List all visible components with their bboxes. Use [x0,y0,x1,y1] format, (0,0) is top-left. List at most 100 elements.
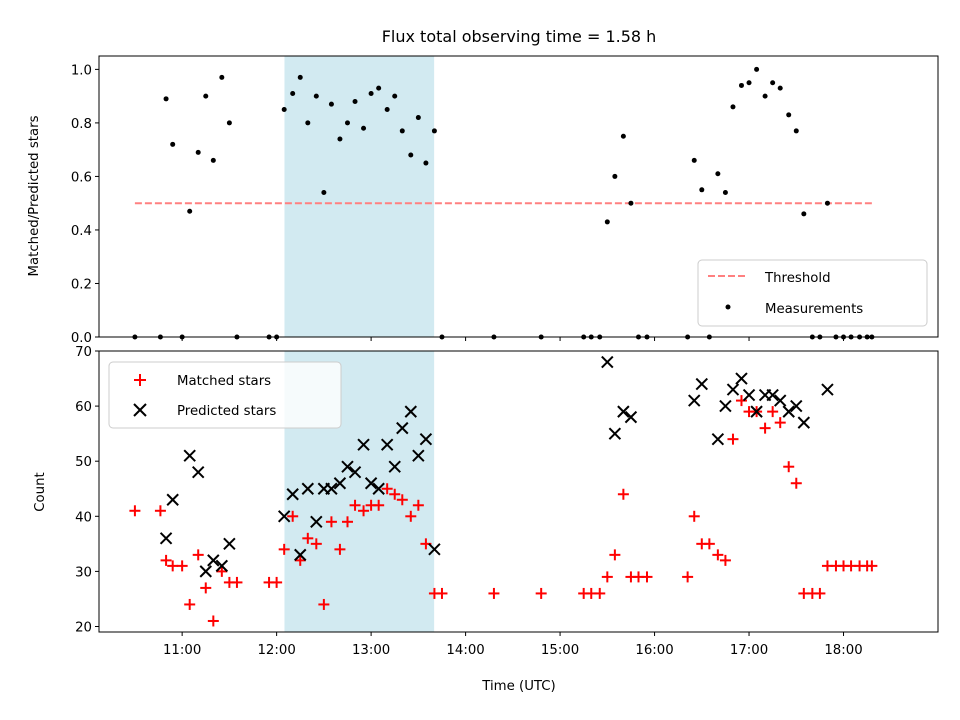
measurement-point [281,107,287,113]
predicted-star-point [742,388,756,402]
predicted-x-b [719,399,732,413]
predicted-x-b [688,394,701,407]
predicted-x-b [310,515,323,529]
matched-star-point [349,499,361,511]
matched-star-point [767,406,779,418]
measurement-point [170,141,176,147]
measurement-point [620,133,626,139]
measurement-point [423,160,429,166]
measurement-point [746,80,752,86]
predicted-star-point [601,355,614,369]
predicted-star-point [782,405,795,418]
measurement-point [777,85,783,91]
predicted-star-point [774,394,787,407]
y-tick-label: 0.2 [71,277,92,292]
x-tick-label: 14:00 [446,643,484,658]
legend-predicted-swatch [133,403,147,417]
y-tick-label: 0.6 [71,170,92,185]
measurement-point [628,200,634,206]
measurement-point [715,171,721,177]
predicted-star-point [191,466,205,479]
predicted-x-b [624,410,638,424]
predicted-star-point [695,377,709,391]
x-tick-label: 13:00 [352,643,390,658]
predicted-x-b [782,405,795,418]
predicted-x-b [325,482,338,495]
legend-predicted-label: Predicted stars [177,404,276,419]
predicted-star-point [166,493,179,506]
matched-star-point [167,560,179,572]
predicted-star-point [341,460,354,473]
measurement-point [163,96,169,102]
legend-measurements-swatch [725,304,731,310]
predicted-star-point [364,477,378,490]
matched-star-point [735,395,747,407]
top-legend-box [697,259,928,327]
predicted-x-b [301,482,315,495]
bottom-legend-box [108,361,342,429]
matched-star-point [790,477,802,489]
measurement-point [612,173,618,179]
predicted-star-point [821,383,834,396]
predicted-x-b [396,421,409,435]
matched-star-point [271,576,283,588]
matched-star-point [412,499,424,511]
x-tick-label: 17:00 [730,643,768,658]
predicted-x-b [790,399,803,413]
matched-star-point [759,422,771,434]
measurement-point [352,98,358,104]
x-tick-label: 11:00 [163,643,201,658]
top-y-axis-label: Matched/Predicted stars [27,115,42,276]
bottom-y-axis-label: Count [33,472,48,512]
y-tick-label: 20 [75,620,92,635]
ratio-panel: 0.0 0.2 0.4 0.6 0.8 1.0 Matched/Predicted sta… [27,55,939,346]
y-tick-label: 40 [75,510,92,525]
measurement-point [219,74,225,80]
matched-star-point [302,532,314,544]
predicted-star-point [428,543,441,556]
matched-star-point [358,505,370,517]
y-tick-label: 30 [75,565,92,580]
measurement-point [754,66,760,72]
measurement-point [604,219,610,225]
predicted-star-point [735,372,748,385]
matched-star-point [609,549,621,561]
matched-star-point [389,488,401,500]
matched-star-point [381,483,393,495]
matched-star-point [719,554,731,566]
matched-star-point [184,598,196,610]
matched-star-point [783,461,795,473]
predicted-star-point [372,482,385,495]
measurement-point [328,101,334,107]
matched-star-point [192,549,204,561]
observing-span-shade [284,56,435,337]
predicted-x-b [341,460,354,473]
predicted-x-b [357,438,370,451]
matched-star-point [774,417,786,429]
predicted-star-point [183,449,196,462]
predicted-star-point [624,410,638,424]
predicted-star-point [608,427,622,440]
predicted-x-b [348,466,362,479]
predicted-x-b [750,405,763,418]
matched-star-point [373,499,385,511]
matched-star-point [287,510,299,522]
legend-matched-swatch [134,374,146,386]
predicted-x-b [617,405,630,418]
predicted-star-point [159,532,173,545]
predicted-star-point [711,432,725,446]
matched-star-point [396,494,408,506]
predicted-star-point [294,548,307,562]
matched-star-point [318,598,330,610]
matched-star-point [129,505,141,517]
predicted-star-point [396,421,409,435]
predicted-star-point [286,488,299,501]
measurement-point [337,136,343,142]
measurement-point [187,208,193,214]
predicted-x-b [333,477,347,490]
predicted-x-b [419,432,433,446]
matched-star-point [405,510,417,522]
matched-star-point [641,571,653,583]
matched-star-point [688,510,700,522]
